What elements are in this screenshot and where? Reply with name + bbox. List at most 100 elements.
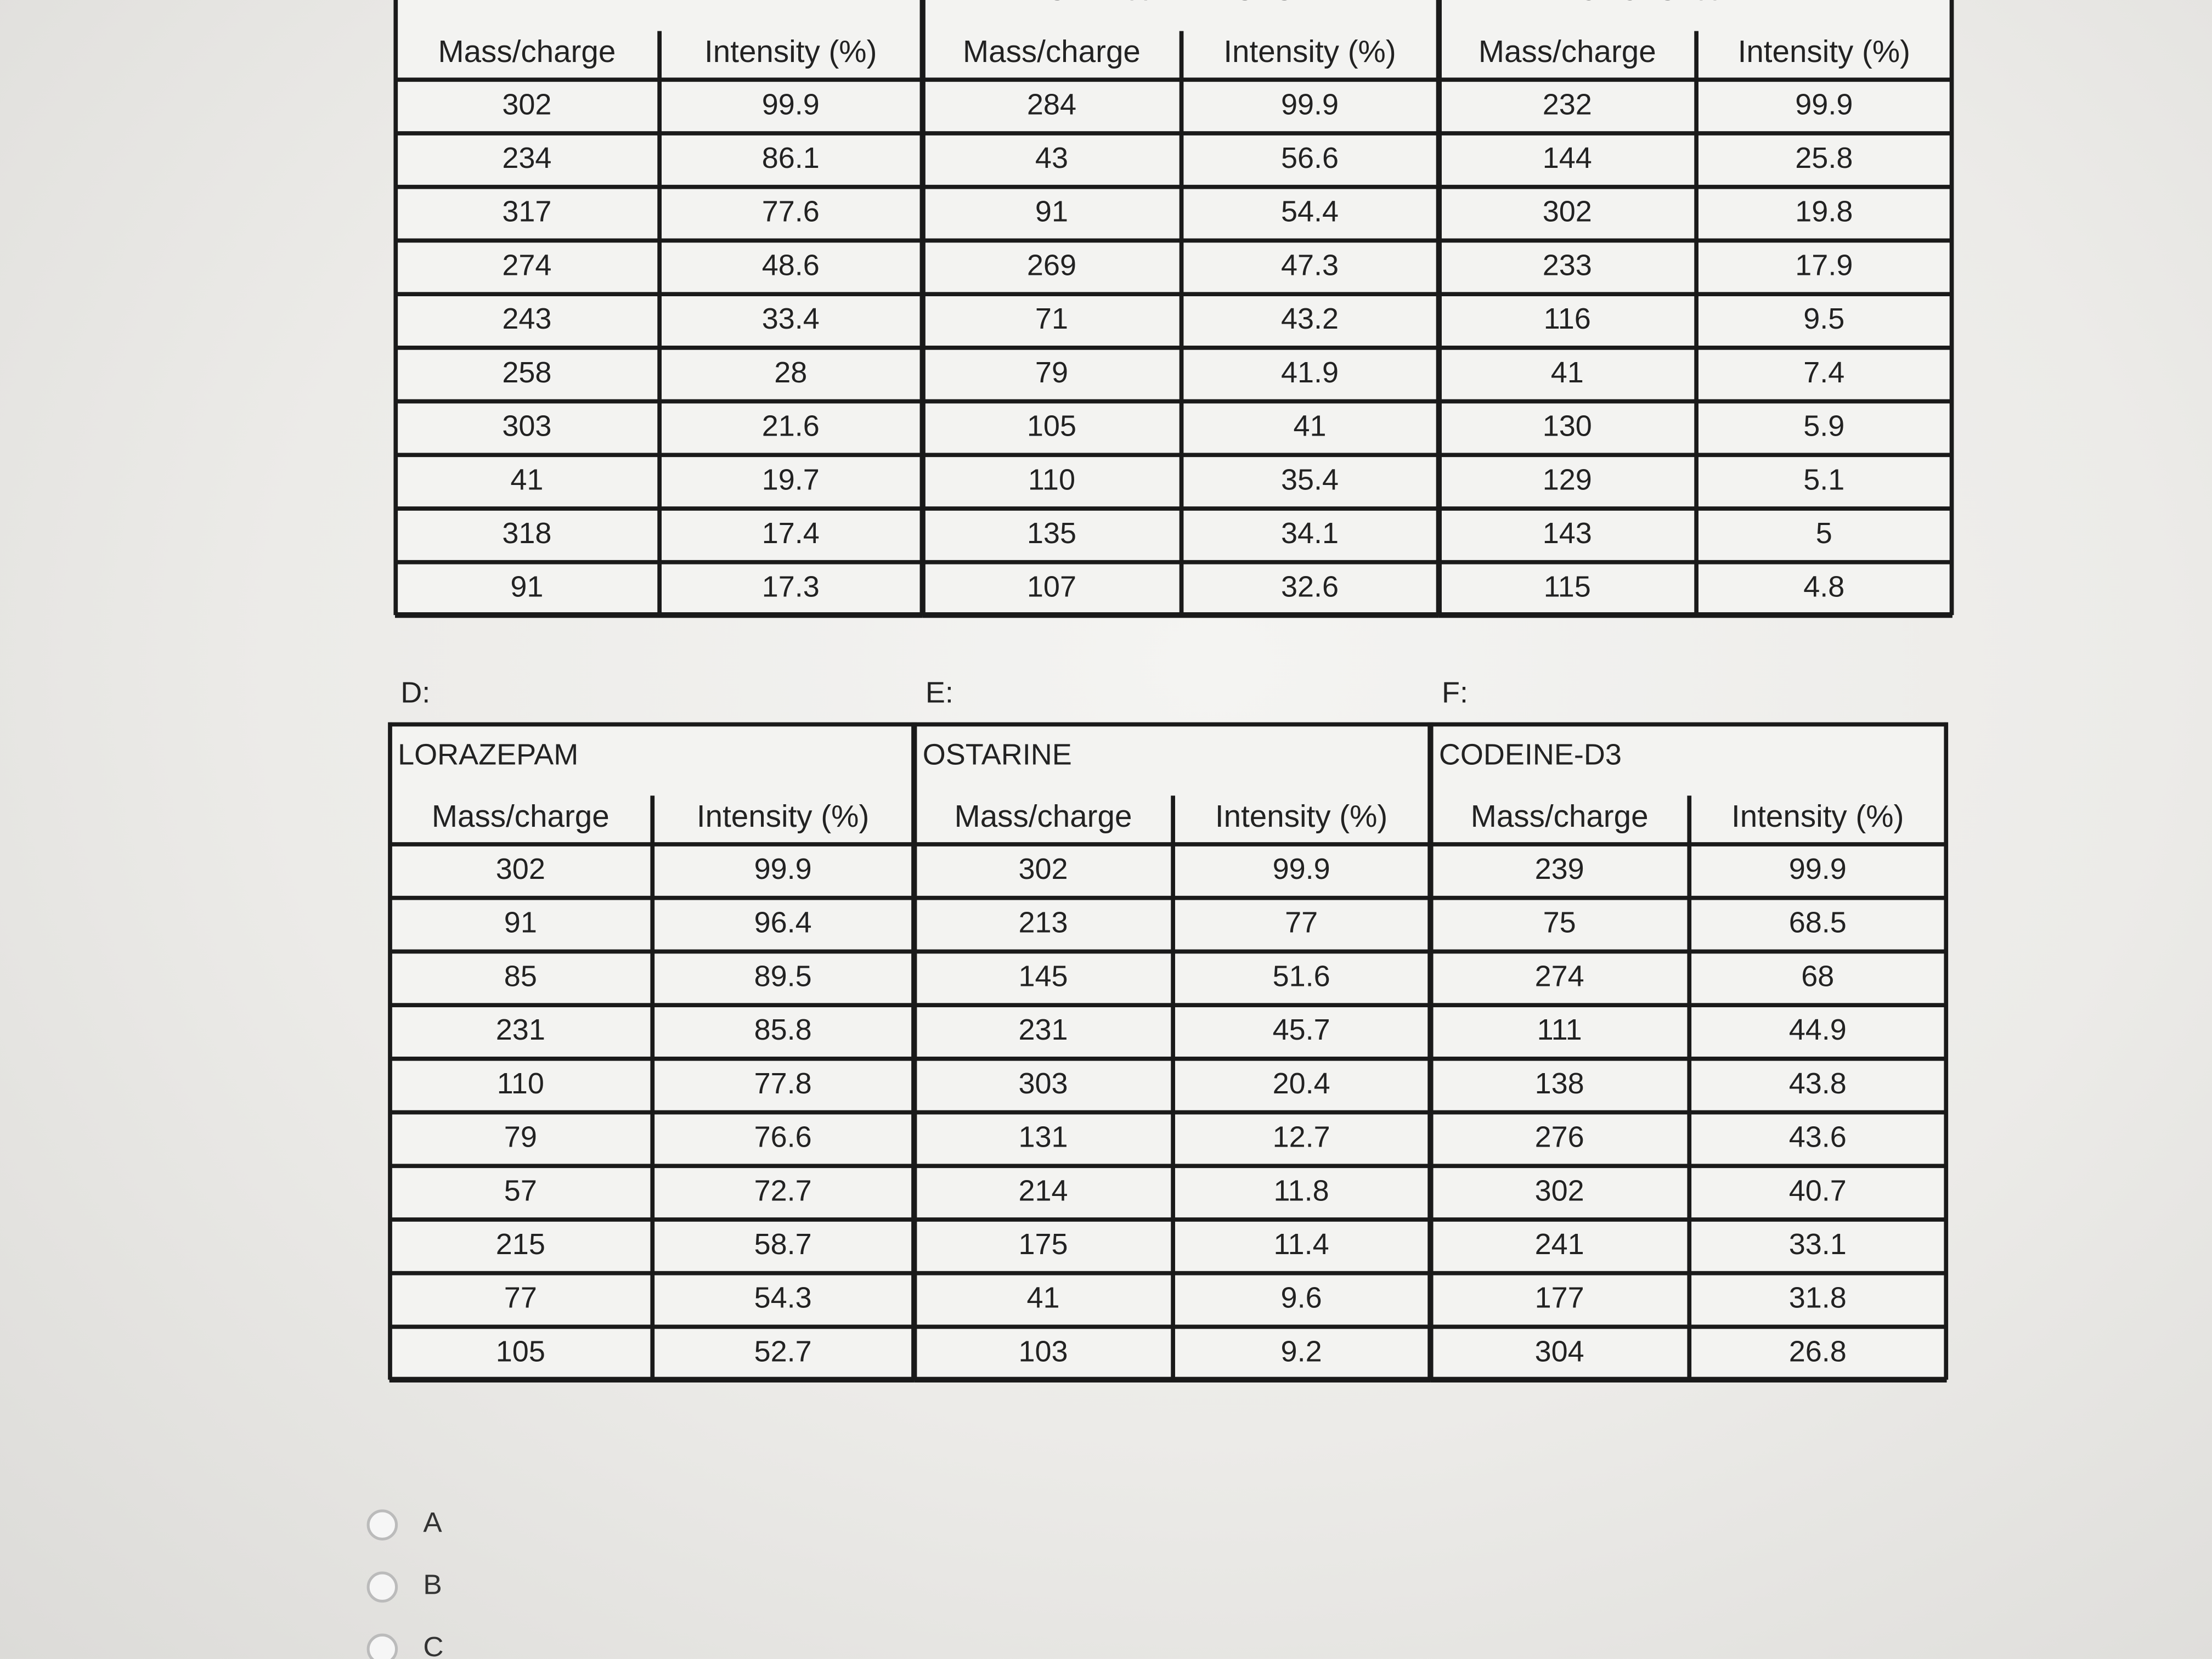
row-line — [394, 613, 923, 618]
table-cell: 233 — [1542, 250, 1592, 283]
table-cell: 96.4 — [754, 907, 812, 940]
table-cell: 144 — [1542, 142, 1592, 175]
table-border — [1949, 0, 1954, 616]
table-cell: 85 — [504, 961, 537, 994]
data-table: LORAZEPAM Mass/charge Intensity (%) 302 99.9… — [388, 722, 916, 1383]
table-cell: 99.9 — [1272, 853, 1330, 886]
table-label: F: — [1441, 677, 1468, 710]
table-cell: 129 — [1542, 464, 1592, 497]
row-line — [922, 613, 1439, 618]
column-line — [1694, 31, 1699, 616]
option-label[interactable]: C — [423, 1632, 444, 1659]
table-cell: 47.3 — [1280, 250, 1339, 283]
table-cell: 302 — [1534, 1175, 1584, 1208]
table-cell: 91 — [504, 907, 537, 940]
table-cell: 284 — [1026, 88, 1077, 122]
table-cell: 33.1 — [1788, 1228, 1847, 1261]
table-cell: 77 — [1285, 907, 1318, 940]
table-cell: 25.8 — [1795, 142, 1853, 175]
table-cell: 110 — [1028, 464, 1076, 497]
table-label: E: — [925, 677, 953, 710]
table-cell: 41 — [1293, 410, 1327, 443]
table-cell: 41 — [510, 464, 544, 497]
radio-button[interactable] — [366, 1571, 398, 1603]
table-cell: 11.8 — [1273, 1175, 1329, 1208]
table-title: CYCLOTHIAZIDE — [1447, 0, 1944, 25]
table-cell: 35.4 — [1280, 464, 1339, 497]
table-cell: 274 — [1534, 961, 1584, 994]
table-cell: 5.9 — [1803, 410, 1845, 443]
table-cell: 4.8 — [1803, 571, 1845, 604]
table-cell: 232 — [1542, 88, 1592, 122]
table-cell: 11.4 — [1273, 1228, 1329, 1261]
option-label[interactable]: B — [423, 1570, 442, 1601]
table-cell: 239 — [1534, 853, 1584, 886]
table-cell: 175 — [1018, 1228, 1068, 1261]
table-cell: 28 — [774, 357, 808, 390]
table-cell: 214 — [1018, 1175, 1068, 1208]
column-header: Intensity (%) — [1223, 33, 1396, 69]
table-cell: 41 — [1026, 1282, 1060, 1315]
table-cell: 145 — [1018, 961, 1068, 994]
table-cell: 215 — [495, 1228, 545, 1261]
table-cell: 58.7 — [754, 1228, 812, 1261]
table-cell: 231 — [1018, 1014, 1068, 1047]
table-cell: 135 — [1026, 517, 1077, 550]
table-cell: 19.8 — [1795, 196, 1853, 229]
table-cell: 258 — [502, 357, 552, 390]
table-cell: 269 — [1026, 250, 1077, 283]
table-cell: 7.4 — [1803, 357, 1845, 390]
table-cell: 34.1 — [1280, 517, 1339, 550]
table-border — [921, 0, 926, 616]
radio-button[interactable] — [366, 1509, 398, 1541]
table-cell: 303 — [502, 410, 552, 443]
table-cell: 302 — [502, 88, 552, 122]
table-cell: 143 — [1542, 517, 1592, 550]
table-cell: 44.9 — [1788, 1014, 1847, 1047]
table-cell: 57 — [504, 1175, 537, 1208]
table-cell: 48.6 — [761, 250, 820, 283]
table-cell: 138 — [1534, 1068, 1584, 1101]
table-cell: 76.6 — [754, 1121, 812, 1154]
option-label[interactable]: A — [423, 1508, 442, 1539]
radio-button[interactable] — [366, 1633, 398, 1659]
table-cell: 43 — [1035, 142, 1068, 175]
table-cell: 19.7 — [761, 464, 820, 497]
table-cell: 86.1 — [761, 142, 820, 175]
table-cell: 77 — [504, 1282, 537, 1315]
table-cell: 12.7 — [1272, 1121, 1330, 1154]
column-line — [1179, 31, 1184, 616]
table-cell: 115 — [1543, 571, 1591, 604]
table-cell: 71 — [1035, 303, 1068, 336]
table-cell: 110 — [496, 1068, 544, 1101]
table-cell: 32.6 — [1280, 571, 1339, 604]
table-cell: 9.6 — [1280, 1282, 1322, 1315]
table-cell: 9.5 — [1803, 303, 1845, 336]
table-cell: 51.6 — [1272, 961, 1330, 994]
table-cell: 302 — [1018, 853, 1068, 886]
table-cell: 77.6 — [761, 196, 820, 229]
column-header: Intensity (%) — [1215, 798, 1388, 834]
table-cell: 274 — [502, 250, 552, 283]
table-border — [393, 0, 398, 616]
table-cell: 243 — [502, 303, 552, 336]
table-cell: 54.3 — [754, 1282, 812, 1315]
column-header: Mass/charge — [963, 33, 1141, 69]
table-cell: 79 — [504, 1121, 537, 1154]
data-table: OSTARINE Mass/charge Intensity (%) 302 99.9 2… — [912, 722, 1432, 1383]
table-cell: 85.8 — [754, 1014, 812, 1047]
table-cell: 302 — [495, 853, 545, 886]
table-cell: 103 — [1018, 1336, 1068, 1369]
table-border — [1437, 0, 1442, 616]
data-table: NORETHANDROLONE Mass/charge Intensity (%) 2… — [921, 0, 1441, 618]
table-title: LORAZEPAM — [398, 739, 579, 772]
table-cell: 17.9 — [1795, 250, 1853, 283]
table-cell: 43.8 — [1788, 1068, 1847, 1101]
data-table: CODEINE-D3 Mass/charge Intensity (%) 239 99.… — [1429, 722, 1949, 1383]
row-line — [1438, 613, 1953, 618]
table-cell: 99.9 — [754, 853, 812, 886]
table-cell: 304 — [1534, 1336, 1584, 1369]
table-cell: 130 — [1542, 410, 1592, 443]
table-cell: 5.1 — [1803, 464, 1845, 497]
table-cell: 77.8 — [754, 1068, 812, 1101]
